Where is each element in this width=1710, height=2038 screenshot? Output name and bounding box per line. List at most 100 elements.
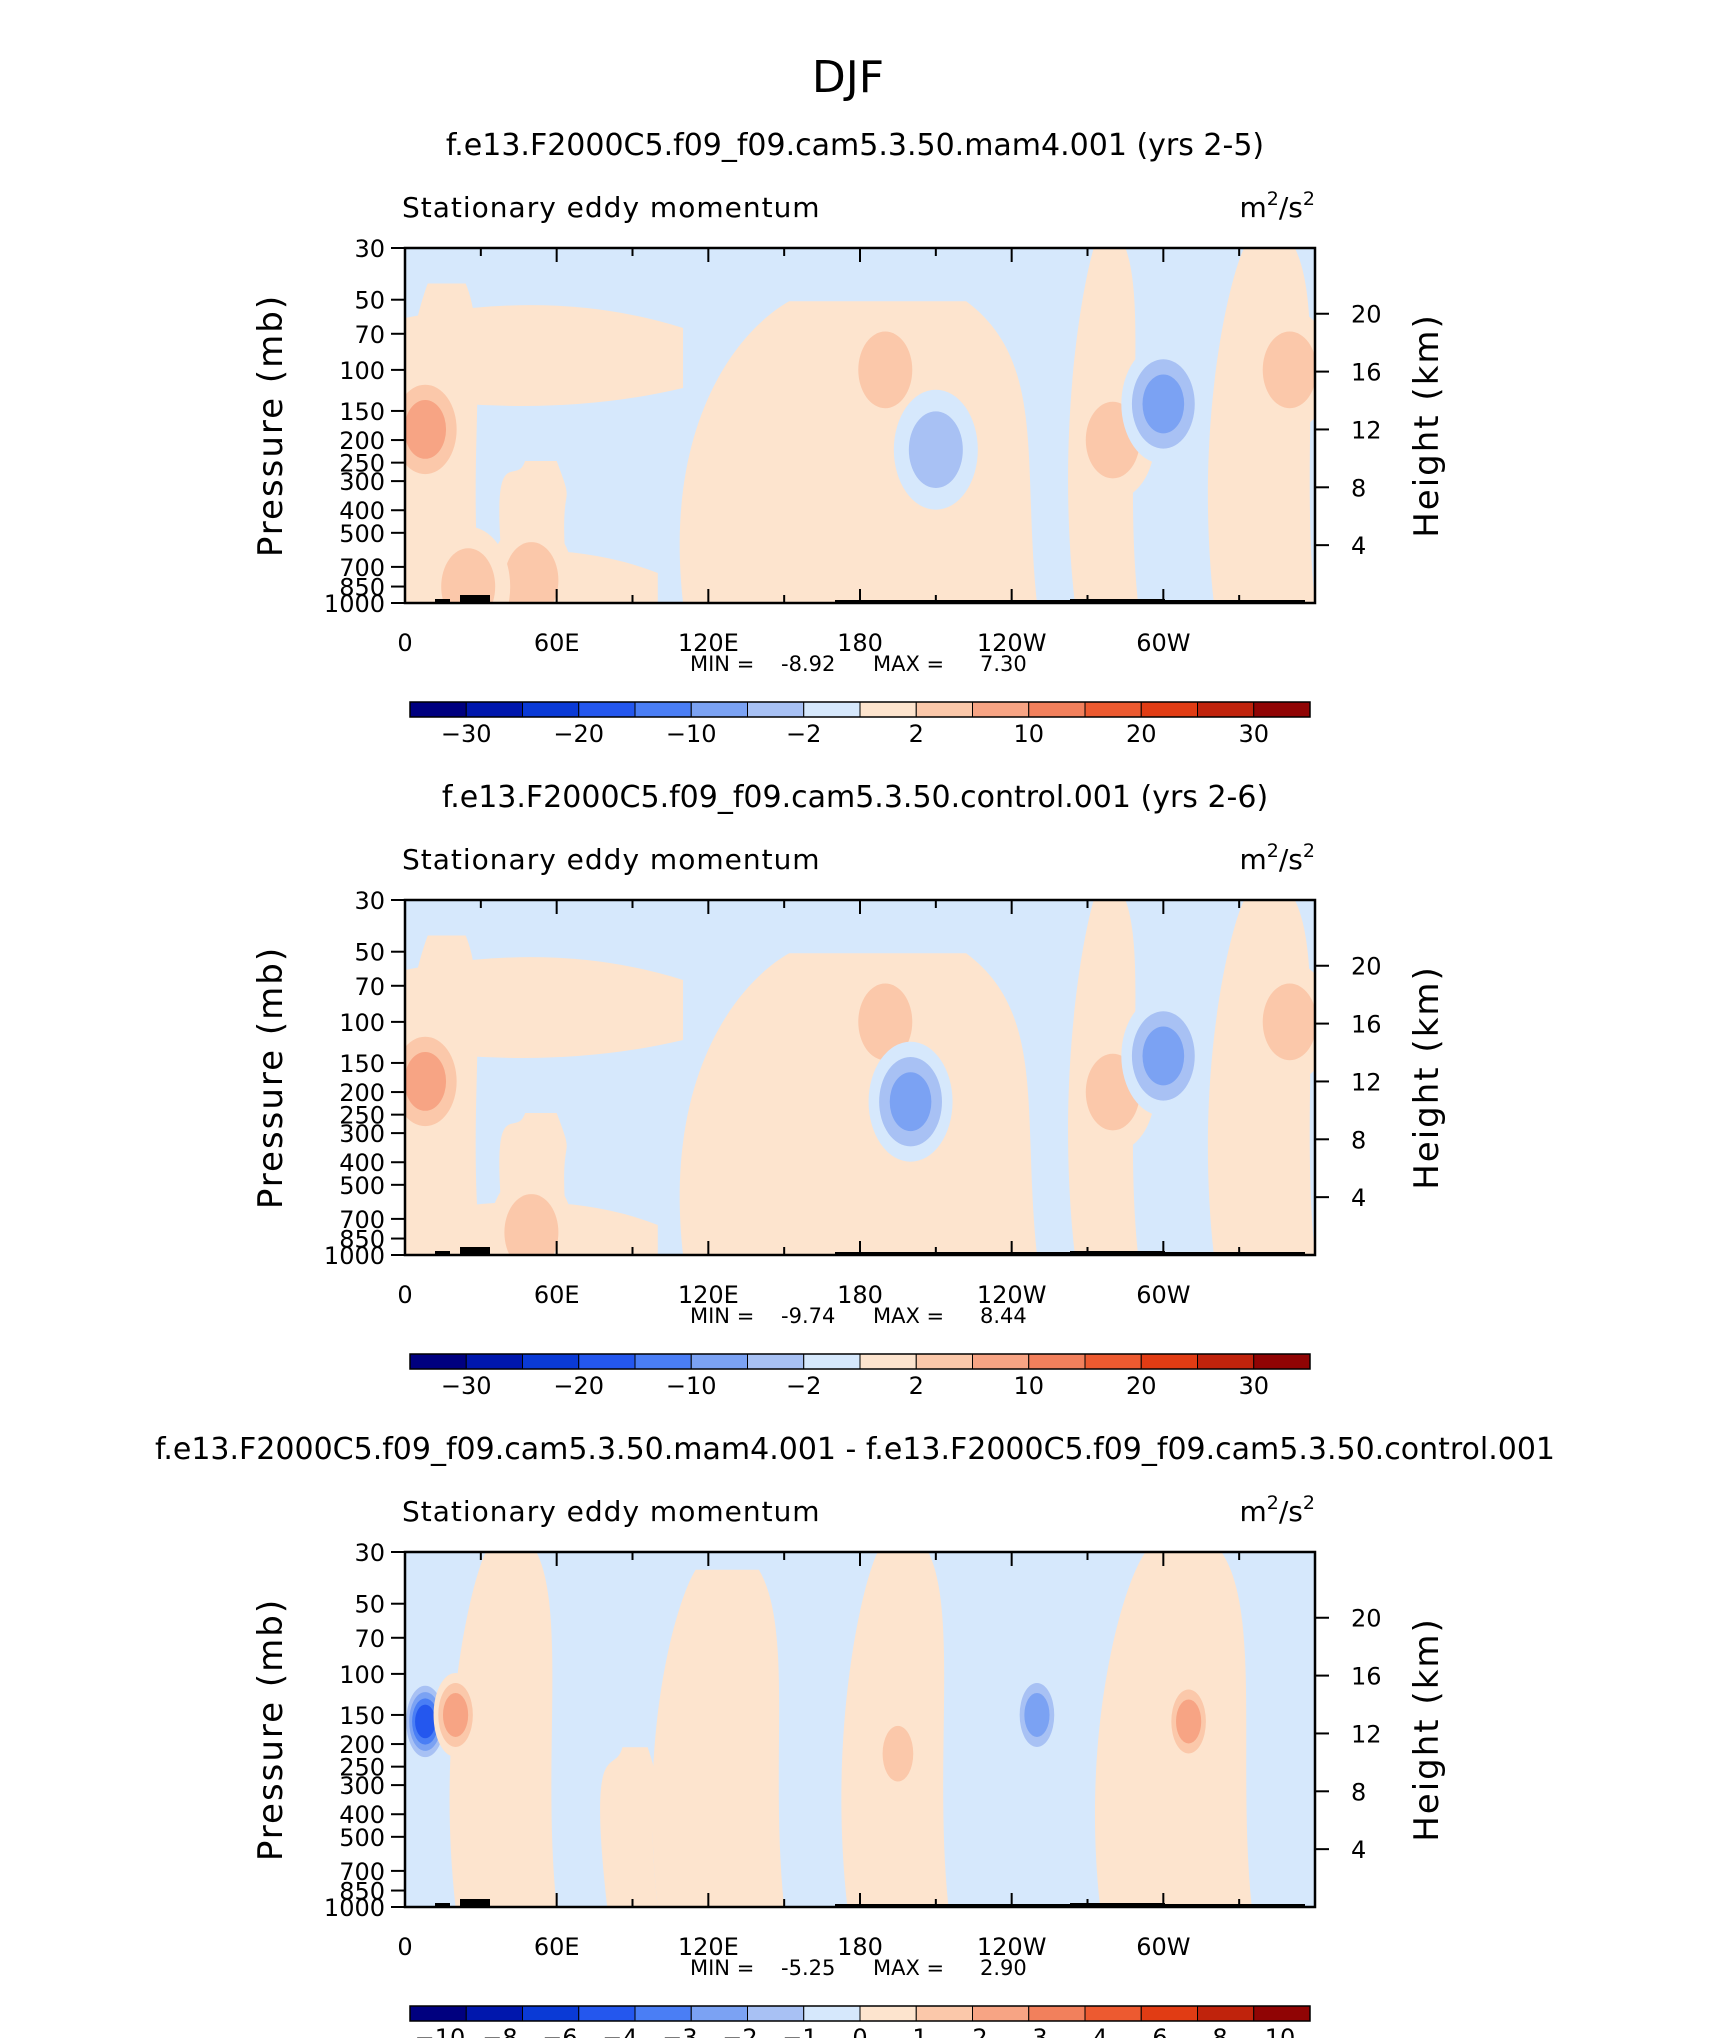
max-label: MAX = — [873, 1956, 944, 1980]
panels: f.e13.F2000C5.f09_f09.cam5.3.50.mam4.001… — [155, 128, 1555, 2038]
units-part: 2 — [1303, 840, 1315, 862]
colorbar-box — [1197, 2005, 1255, 2022]
topography — [1520, 597, 1535, 603]
colorbar-box — [690, 701, 748, 718]
y-tick-label: 400 — [339, 1149, 385, 1177]
chart-title: f.e13.F2000C5.f09_f09.cam5.3.50.mam4.001… — [446, 128, 1264, 163]
positive-anomaly — [858, 331, 913, 409]
y-tick-label: 30 — [354, 235, 385, 263]
colorbar-box — [1253, 1353, 1311, 1370]
colorbar-label: −2 — [722, 2024, 757, 2038]
y-tick-label: 400 — [339, 497, 385, 525]
y-tick-label: 70 — [354, 973, 385, 1001]
colorbar-box — [915, 701, 973, 718]
colorbar-box — [803, 1353, 861, 1370]
colorbar-box — [803, 701, 861, 718]
x-tick-label: 0 — [397, 1933, 412, 1961]
x-tick-label: 180 — [837, 629, 883, 657]
y-tick-label: 250 — [339, 1754, 385, 1782]
y-right-tick-label: 16 — [1351, 1663, 1382, 1691]
colorbar-frame — [409, 2005, 1311, 2022]
x-tick-label: 60E — [534, 1933, 580, 1961]
units-part: 2 — [1267, 188, 1279, 210]
topography — [460, 1899, 490, 1907]
positive-region — [405, 305, 684, 406]
colorbar-box — [690, 1353, 748, 1370]
colorbar-box — [972, 701, 1030, 718]
y-tick-label: 30 — [354, 887, 385, 915]
colorbar-label: −10 — [666, 720, 717, 748]
negative-anomaly — [415, 1704, 436, 1739]
positive-anomaly — [1176, 1699, 1202, 1744]
y-right-tick-label: 12 — [1351, 416, 1382, 444]
positive-anomaly — [858, 983, 913, 1061]
colorbar-box — [859, 2005, 917, 2022]
positive-region — [600, 1747, 658, 1907]
y-tick-label: 150 — [339, 398, 385, 426]
x-tick-label: 60W — [1136, 1933, 1190, 1961]
colorbar-box — [522, 701, 580, 718]
colorbar-box — [409, 701, 467, 718]
y-tick-label: 400 — [339, 1801, 385, 1829]
x-tick-label: 120W — [977, 629, 1047, 657]
colorbar-box — [747, 1353, 805, 1370]
x-tick-label: 60W — [1136, 1281, 1190, 1309]
negative-anomaly — [1142, 374, 1185, 434]
y-tick-label: 1000 — [324, 590, 385, 618]
chart-panel-1: f.e13.F2000C5.f09_f09.cam5.3.50.mam4.001… — [251, 128, 1535, 748]
units-part: m — [1240, 191, 1267, 224]
y-tick-label: 300 — [339, 1120, 385, 1148]
chart-units: m2/s2 — [1240, 188, 1316, 224]
y-tick-label: 300 — [339, 1772, 385, 1800]
colorbar-label: −30 — [441, 720, 492, 748]
colorbar-box — [915, 2005, 973, 2022]
y-tick-label: 500 — [339, 1172, 385, 1200]
y-tick-label: 70 — [354, 1625, 385, 1653]
y-tick-label: 500 — [339, 520, 385, 548]
colorbar-box — [465, 701, 523, 718]
colorbar-label: 1 — [912, 2024, 927, 2038]
topography — [1520, 1249, 1535, 1255]
colorbar-label: −30 — [441, 1372, 492, 1400]
colorbar-label: 6 — [1152, 2024, 1167, 2038]
negative-anomaly — [889, 1072, 932, 1132]
topography — [435, 1903, 450, 1907]
colorbar-box — [634, 701, 692, 718]
chart-units: m2/s2 — [1240, 840, 1316, 876]
colorbar-box — [747, 701, 805, 718]
colorbar-box — [578, 701, 636, 718]
y-right-tick-label: 20 — [1351, 301, 1382, 329]
colorbar-box — [1140, 701, 1198, 718]
positive-region — [652, 1569, 785, 1907]
chart-title: f.e13.F2000C5.f09_f09.cam5.3.50.control.… — [442, 780, 1268, 815]
colorbar-label: −4 — [602, 2024, 637, 2038]
units-part: /s — [1279, 191, 1303, 224]
chart-subtitle: Stationary eddy momentum — [402, 1495, 821, 1528]
colorbar-label: 2 — [909, 1372, 924, 1400]
x-tick-label: 60E — [534, 1281, 580, 1309]
y-tick-label: 850 — [339, 1878, 385, 1906]
y-right-tick-label: 16 — [1351, 359, 1382, 387]
colorbar-box — [1084, 2005, 1142, 2022]
colorbar-label: 10 — [1265, 2024, 1296, 2038]
positive-anomaly — [442, 1692, 469, 1737]
chart-panel-2: f.e13.F2000C5.f09_f09.cam5.3.50.control.… — [251, 780, 1535, 1400]
min-label: MIN = — [690, 1304, 754, 1328]
y-tick-label: 70 — [354, 321, 385, 349]
min-label: MIN = — [690, 652, 754, 676]
topography — [835, 1252, 1305, 1255]
x-tick-label: 120W — [977, 1933, 1047, 1961]
colorbar-label: −2 — [786, 720, 821, 748]
colorbar-frame — [409, 1353, 1311, 1370]
y-tick-label: 100 — [339, 1009, 385, 1037]
y-right-tick-label: 8 — [1351, 474, 1366, 502]
units-part: m — [1240, 843, 1267, 876]
colorbar-box — [409, 1353, 467, 1370]
colorbar-label: 20 — [1126, 720, 1157, 748]
y-tick-label: 150 — [339, 1050, 385, 1078]
y-tick-label: 100 — [339, 357, 385, 385]
colorbar-label: 30 — [1238, 720, 1269, 748]
min-value: -5.25 — [781, 1956, 835, 1980]
y-axis-label-right: Height (km) — [1407, 1617, 1447, 1842]
y-axis-label: Pressure (mb) — [251, 1598, 291, 1861]
